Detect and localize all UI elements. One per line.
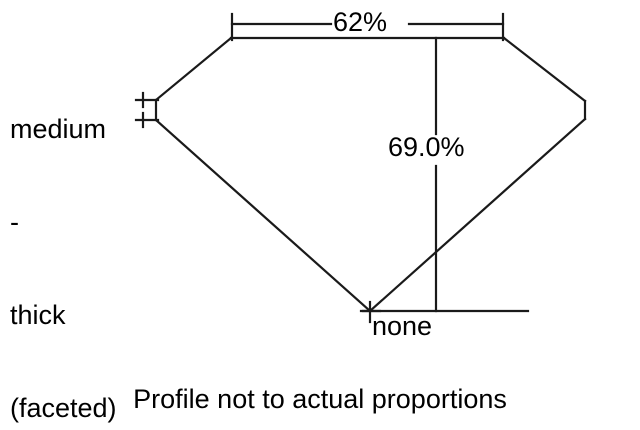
pavilion-left-line	[154, 118, 372, 313]
crown-right-line	[502, 36, 587, 103]
table-percent-label: 62%	[333, 7, 388, 37]
diagram-caption: Profile not to actual proportions	[133, 384, 507, 414]
girdle-label-line-1: medium	[10, 114, 107, 144]
culet-label: none	[372, 311, 433, 341]
girdle-thickness-marker	[134, 91, 160, 129]
table-dimension	[230, 12, 505, 42]
stone-outline	[154, 36, 587, 313]
pavilion-right-line	[368, 117, 587, 313]
girdle-label-line-4: (faceted)	[10, 393, 117, 423]
girdle-label-line-2: -	[10, 207, 19, 237]
culet-point-marker	[359, 300, 382, 324]
crown-left-line	[154, 36, 233, 102]
girdle-thickness-label: medium - thick (faceted)	[10, 52, 117, 430]
depth-percent-label: 69.0%	[388, 132, 465, 162]
girdle-label-line-3: thick	[10, 300, 66, 330]
